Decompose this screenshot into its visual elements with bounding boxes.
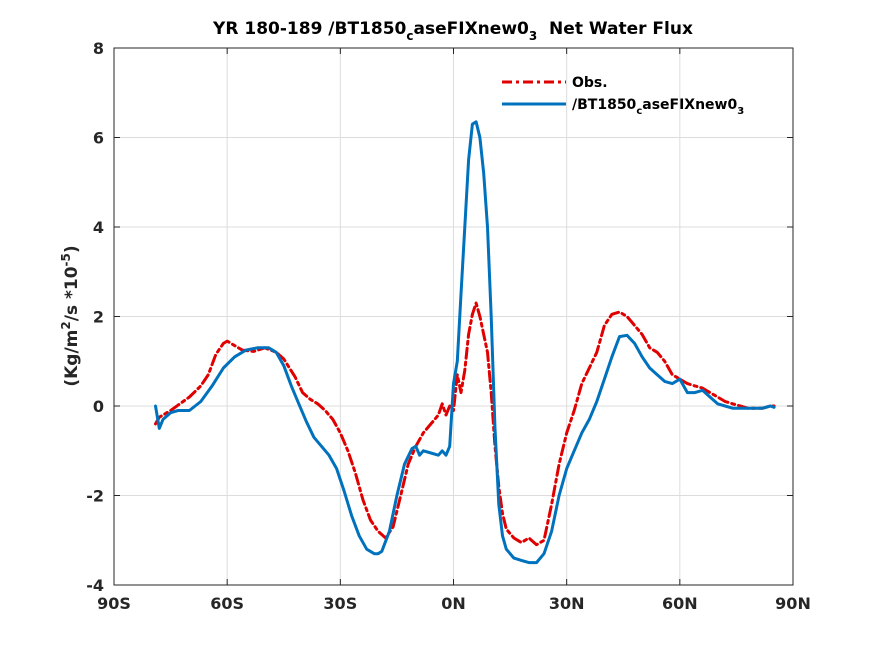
ylabel-sup-1: 2	[59, 321, 73, 329]
title-main: YR 180-189 /BT1850	[212, 19, 407, 39]
y-tick-label: -2	[86, 487, 104, 506]
legend-model-label: /BT1850caseFIXnew03	[572, 97, 744, 117]
x-axis-ticks: 90S 60S 30S 0N 30N 60N 90N	[97, 48, 811, 613]
x-tick-label: 30S	[323, 594, 357, 613]
chart-title: YR 180-189 /BT1850caseFIXnew03 Net Water…	[212, 19, 693, 43]
y-tick-label: 8	[93, 39, 104, 58]
x-tick-label: 90N	[775, 594, 811, 613]
legend: Obs. /BT1850caseFIXnew03	[502, 75, 744, 117]
obs-series-line	[154, 301, 776, 547]
title-sub-2: 3	[529, 29, 537, 43]
y-axis-ticks: -4 -2 0 2 4 6 8	[86, 39, 793, 595]
x-tick-label: 0N	[441, 594, 466, 613]
y-tick-label: 6	[93, 129, 104, 148]
y-tick-label: 2	[93, 308, 104, 327]
y-tick-label: 0	[93, 397, 104, 416]
title-tail: Net Water Flux	[537, 19, 693, 39]
legend-model-pre: /BT1850	[572, 97, 637, 113]
ylabel-mid: /s *10	[62, 266, 82, 321]
legend-model-sub-1: c	[636, 106, 642, 117]
y-axis-label: (Kg/m2/s *10-5)	[59, 245, 82, 386]
y-tick-label: 4	[93, 218, 104, 237]
y-tick-label: -4	[86, 576, 104, 595]
legend-obs-label: Obs.	[572, 75, 608, 91]
legend-model-mid: aseFIXnew0	[642, 97, 737, 113]
ylabel-pre: (Kg/m	[62, 330, 82, 387]
ylabel-post: )	[62, 245, 82, 253]
x-tick-label: 60S	[210, 594, 244, 613]
data-lines	[154, 120, 776, 565]
x-tick-label: 90S	[97, 594, 131, 613]
x-tick-label: 60N	[662, 594, 698, 613]
plot-area: 90S 60S 30S 0N 30N 60N 90N -4 -2 0 2 4 6 8	[86, 39, 811, 613]
ylabel-sup-2: -5	[59, 253, 73, 266]
x-tick-label: 30N	[549, 594, 585, 613]
legend-model-sub-2: 3	[737, 106, 744, 117]
title-mid: aseFIXnew0	[414, 19, 530, 39]
title-sub-1: c	[406, 29, 413, 43]
model-series-line	[154, 120, 776, 565]
